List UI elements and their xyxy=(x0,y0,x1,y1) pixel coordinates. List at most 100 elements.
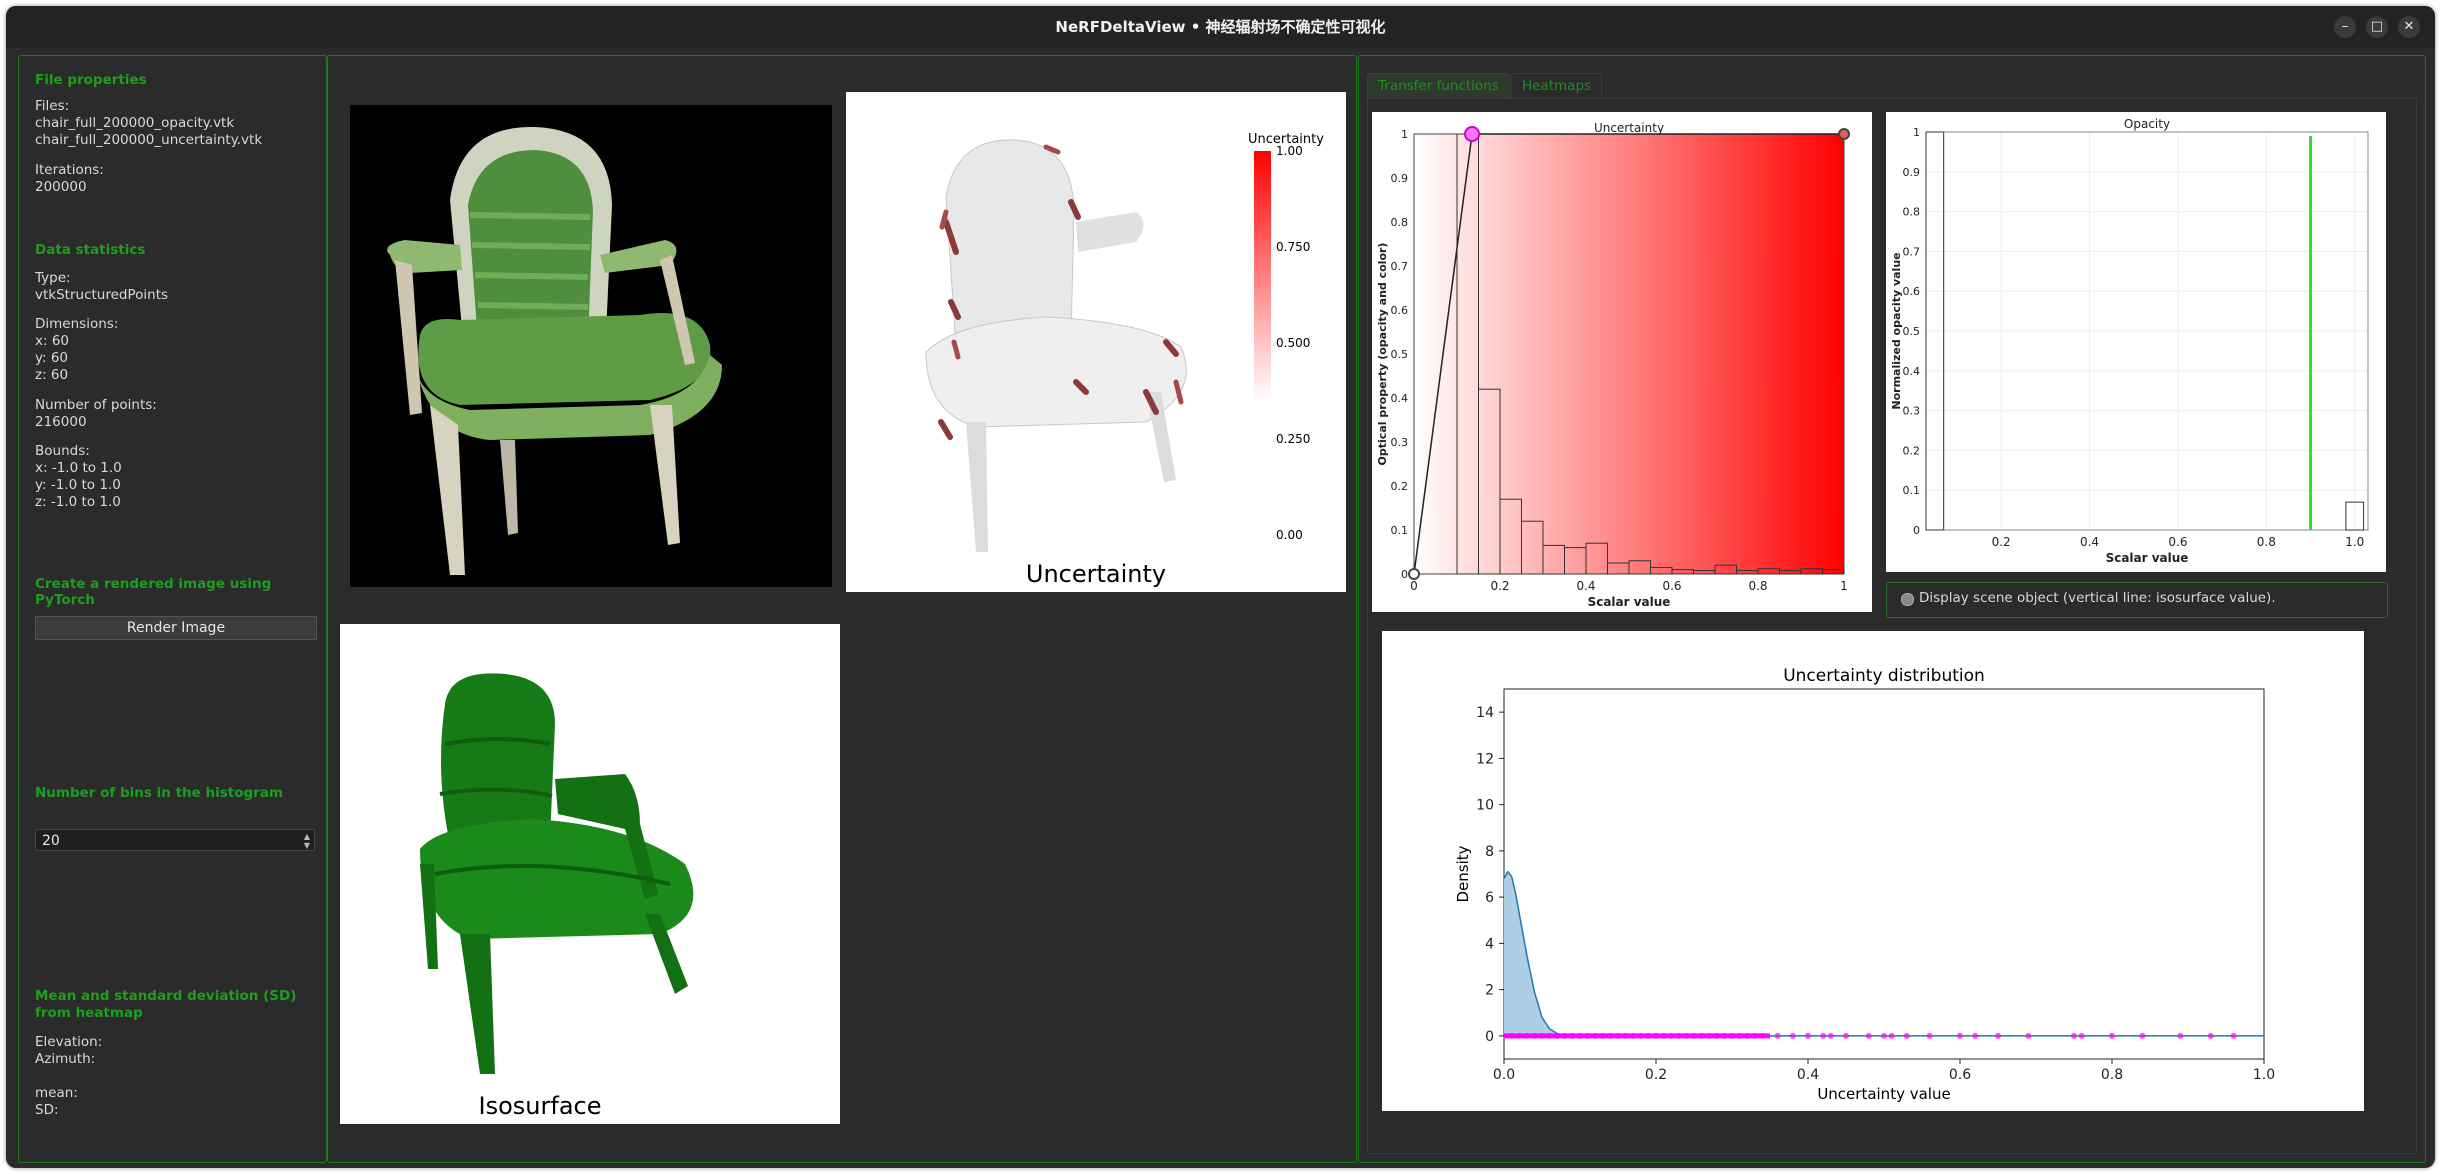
y-tick-label: 0.4 xyxy=(1391,392,1409,405)
dimensions-label: Dimensions: xyxy=(35,316,119,332)
data-point xyxy=(2071,1032,2077,1039)
transfer-control-point xyxy=(1838,128,1850,140)
y-tick-label: 0 xyxy=(1913,524,1920,537)
uncertainty-distribution-chart: 0.0 0.2 0.4 0.6 0.8 1.0 0 2 4 6 8 10 12 14 Uncertainty… xyxy=(1454,666,2275,1103)
data-point xyxy=(2207,1032,2214,1039)
azimuth-label: Azimuth: xyxy=(35,1051,96,1067)
data-point xyxy=(1789,1032,1796,1039)
display-scene-radio[interactable] xyxy=(1901,593,1914,606)
x-tick-label: 1.0 xyxy=(2253,1067,2275,1083)
y-tick-label: 0.6 xyxy=(1903,285,1921,298)
colorbar-tick-1: 1.00 xyxy=(1276,144,1303,158)
y-tick-label: 0.9 xyxy=(1903,166,1921,179)
x-axis-label: Uncertainty value xyxy=(1817,1085,1950,1103)
density-area xyxy=(1504,871,1580,1036)
tab-transfer-functions[interactable]: Transfer functions xyxy=(1367,73,1510,98)
opacity-transfer-chart-box[interactable]: 0 0.1 0.2 0.3 0.4 0.5 0.6 0.7 0.8 0.9 1 0.2 0.4 0.6 0.… xyxy=(1886,112,2386,572)
y-tick-label: 0 xyxy=(1485,1029,1494,1045)
spin-arrows-icon[interactable]: ▲ ▼ xyxy=(303,832,310,850)
color-gradient-area xyxy=(1414,134,1844,574)
render-heading: Create a rendered image using PyTorch xyxy=(35,576,272,608)
minimize-button[interactable]: – xyxy=(2334,16,2356,38)
y-tick-label: 0.3 xyxy=(1903,405,1921,418)
histogram-bar xyxy=(1585,542,1608,575)
colorbar-tick-2: 0.750 xyxy=(1276,240,1311,254)
uncertainty-transfer-chart-box[interactable]: 0 0.2 0.4 0.6 0.8 1 0 0.1 0.2 0.3 0.4 0.5 0.6 0.7 0.8 0… xyxy=(1372,112,1872,612)
x-axis-label: Scalar value xyxy=(1588,595,1671,609)
title-bar[interactable]: NeRFDeltaView • 神经辐射场不确定性可视化 – □ ✕ xyxy=(6,6,2435,48)
dimension-x: x: 60 xyxy=(35,333,70,349)
data-point xyxy=(1865,1032,1872,1039)
isosurface-view[interactable]: Isosurface xyxy=(340,624,840,1124)
colorbar-tick-5: 0.00 xyxy=(1276,528,1303,542)
y-axis-label: Optical property (opacity and color) xyxy=(1376,243,1389,466)
x-tick-label: 0.2 xyxy=(1645,1067,1667,1083)
bins-value: 20 xyxy=(42,833,60,849)
x-tick-label: 1 xyxy=(1840,579,1848,593)
distribution-chart-box[interactable]: 0.0 0.2 0.4 0.6 0.8 1.0 0 2 4 6 8 10 12 14 Uncertainty… xyxy=(1382,631,2364,1111)
y-axis-label: Density xyxy=(1454,845,1472,902)
y-tick-label: 0.5 xyxy=(1903,325,1921,338)
sidebar-panel: File properties Files: chair_full_200000… xyxy=(18,55,327,1163)
x-tick-label: 1.0 xyxy=(2345,535,2364,549)
x-tick-label: 0 xyxy=(1410,579,1418,593)
close-button[interactable]: ✕ xyxy=(2398,16,2420,38)
data-point xyxy=(1926,1032,1933,1039)
rendered-chair-image xyxy=(387,126,722,575)
chart-title: Opacity xyxy=(2124,117,2170,131)
rendered-photo-view[interactable] xyxy=(350,105,832,587)
x-tick-label: 0.6 xyxy=(1662,579,1681,593)
file-uncertainty-name: chair_full_200000_uncertainty.vtk xyxy=(35,132,263,148)
render-views-panel: Uncertainty 1.00 0.750 0.500 0.250 0.00 … xyxy=(327,55,1357,1163)
data-point xyxy=(2177,1032,2184,1039)
colorbar-title: Uncertainty xyxy=(1248,132,1324,147)
display-scene-label: Display scene object (vertical line: iso… xyxy=(1919,590,2276,606)
data-point xyxy=(1843,1032,1849,1039)
transfer-functions-tab-panel: 0 0.2 0.4 0.6 0.8 1 0 0.1 0.2 0.3 0.4 0.5 0.6 0.7 0.8 0… xyxy=(1367,98,2417,1154)
data-point xyxy=(1972,1032,1979,1039)
render-image-button[interactable]: Render Image xyxy=(35,616,317,640)
mean-sd-heading: Mean and standard deviation (SD) from he… xyxy=(35,988,297,1021)
elevation-label: Elevation: xyxy=(35,1034,103,1050)
uncertainty-caption: Uncertainty xyxy=(1025,560,1167,588)
density-line xyxy=(1503,870,2264,1037)
x-axis-label: Scalar value xyxy=(2106,551,2189,565)
y-tick-label: 1 xyxy=(1401,128,1408,141)
bins-spinbox[interactable]: 20 ▲ ▼ xyxy=(35,829,315,851)
dimension-y: y: 60 xyxy=(35,350,69,366)
histogram-bar xyxy=(1478,388,1501,575)
chart-title: Uncertainty distribution xyxy=(1783,666,1985,686)
tab-heatmaps[interactable]: Heatmaps xyxy=(1511,73,1603,98)
y-tick-label: 0.5 xyxy=(1391,348,1409,361)
data-point xyxy=(1820,1032,1827,1039)
data-point xyxy=(1805,1032,1811,1039)
data-point xyxy=(2025,1032,2032,1039)
display-scene-option[interactable]: Display scene object (vertical line: iso… xyxy=(1886,582,2388,618)
y-tick-label: 0.7 xyxy=(1903,245,1921,258)
y-tick-label: 0 xyxy=(1401,568,1408,581)
uncertainty-view[interactable]: Uncertainty 1.00 0.750 0.500 0.250 0.00 … xyxy=(846,92,1346,592)
points-value: 216000 xyxy=(35,414,87,430)
data-point xyxy=(2109,1032,2115,1039)
sd-label: SD: xyxy=(35,1102,59,1118)
data-point xyxy=(1957,1032,1963,1039)
maximize-button[interactable]: □ xyxy=(2366,16,2388,38)
y-tick-label: 4 xyxy=(1485,936,1494,952)
x-tick-label: 0.8 xyxy=(2101,1067,2123,1083)
data-point xyxy=(2078,1032,2085,1039)
y-tick-label: 8 xyxy=(1485,844,1494,860)
transfer-control-point xyxy=(1408,568,1420,580)
x-tick-label: 0.4 xyxy=(1797,1067,1819,1083)
iterations-label: Iterations: xyxy=(35,162,104,178)
y-tick-label: 0.2 xyxy=(1903,444,1921,457)
data-point xyxy=(1903,1032,1910,1039)
y-tick-label: 0.9 xyxy=(1391,172,1409,185)
y-tick-label: 1 xyxy=(1913,126,1920,139)
colorbar-tick-3: 0.500 xyxy=(1276,336,1311,350)
histogram-bar xyxy=(1714,564,1737,575)
bounds-x: x: -1.0 to 1.0 xyxy=(35,460,122,476)
mean-label: mean: xyxy=(35,1085,78,1101)
uncertainty-transfer-chart: 0 0.2 0.4 0.6 0.8 1 0 0.1 0.2 0.3 0.4 0.5 0.6 0.7 0.8 0… xyxy=(1376,121,1850,609)
bounds-label: Bounds: xyxy=(35,443,90,459)
y-axis-label: Normalized opacity value xyxy=(1890,252,1903,409)
